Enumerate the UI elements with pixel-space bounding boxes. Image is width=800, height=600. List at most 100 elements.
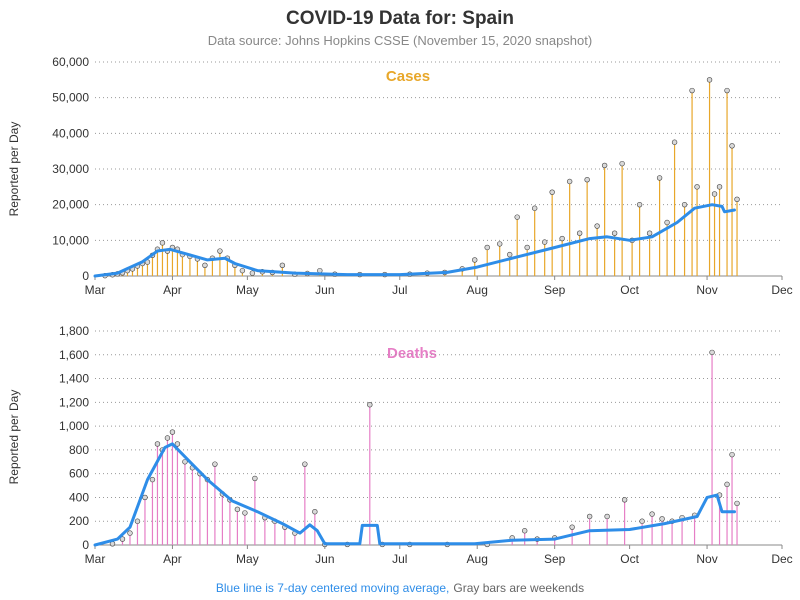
deaths-daily-marker: [242, 510, 248, 516]
footnote-weekends: Gray bars are weekends: [453, 581, 584, 595]
cases-x-tick-label: Dec: [771, 283, 792, 297]
cases-daily-marker: [524, 244, 530, 251]
cases-daily-marker: [716, 184, 723, 190]
deaths-daily-marker: [367, 402, 373, 408]
deaths-daily-marker: [252, 475, 258, 482]
deaths-y-tick-label: 1,400: [59, 372, 89, 386]
deaths-x-tick-label: Apr: [163, 552, 182, 566]
cases-y-axis-label: Reported per Day: [7, 122, 21, 217]
cases-y-tick-label: 30,000: [52, 162, 89, 176]
deaths-daily-marker: [302, 461, 308, 467]
deaths-y-tick-label: 1,200: [59, 395, 89, 409]
deaths-daily-marker: [639, 518, 645, 524]
deaths-daily-marker: [164, 435, 171, 441]
cases-y-tick-label: 50,000: [52, 91, 89, 105]
deaths-daily-marker: [234, 506, 241, 513]
deaths-y-tick-label: 200: [69, 514, 89, 528]
cases-x-tick-label: Sep: [544, 283, 566, 297]
deaths-y-tick-label: 1,800: [59, 324, 89, 338]
cases-daily-marker: [724, 87, 730, 94]
cases-daily-marker: [656, 175, 663, 181]
deaths-daily-marker: [142, 494, 148, 501]
cases-daily-marker: [549, 189, 555, 195]
deaths-daily-marker: [569, 524, 575, 530]
cases-y-tick-label: 0: [82, 269, 89, 283]
cases-daily-marker: [619, 160, 625, 167]
deaths-x-tick-label: Aug: [467, 552, 488, 566]
deaths-y-tick-label: 600: [69, 467, 89, 481]
deaths-daily-marker: [212, 461, 218, 467]
cases-daily-marker: [239, 267, 246, 274]
deaths-y-axis-label: Reported per Day: [7, 390, 21, 485]
deaths-x-tick-label: Dec: [771, 552, 792, 566]
cases-daily-marker: [531, 205, 538, 211]
cases-moving-average-line: [93, 203, 736, 278]
deaths-y-tick-label: 1,600: [59, 348, 89, 362]
deaths-daily-marker: [659, 516, 665, 522]
deaths-x-tick-label: May: [236, 552, 259, 566]
cases-x-tick-label: May: [236, 283, 259, 297]
footnote: Blue line is 7-day centered moving avera…: [216, 581, 584, 595]
cases-x-tick-label: Jun: [315, 283, 334, 297]
deaths-daily-marker: [724, 481, 730, 488]
deaths-x-tick-label: Jun: [315, 552, 334, 566]
cases-daily-marker: [584, 177, 590, 183]
deaths-x-tick-label: Nov: [696, 552, 717, 566]
deaths-daily-marker: [586, 513, 593, 520]
cases-daily-marker: [566, 178, 573, 185]
cases-daily-marker: [729, 143, 735, 149]
chart-subtitle: Data source: Johns Hopkins CSSE (Novembe…: [208, 33, 592, 48]
cases-x-tick-label: Nov: [696, 283, 717, 297]
cases-daily-marker: [611, 230, 618, 236]
cases-daily-marker: [706, 77, 713, 83]
cases-daily-marker: [601, 162, 608, 169]
deaths-y-tick-label: 1,000: [59, 419, 89, 433]
deaths-y-tick-label: 0: [82, 538, 89, 552]
deaths-daily-marker: [134, 518, 141, 524]
deaths-daily-marker: [169, 429, 176, 435]
cases-y-tick-label: 10,000: [52, 233, 89, 247]
cases-daily-marker: [217, 248, 223, 254]
cases-y-tick-label: 60,000: [52, 55, 89, 69]
cases-daily-marker: [734, 196, 740, 203]
cases-x-tick-label: Oct: [620, 283, 639, 297]
cases-daily-marker: [497, 241, 503, 247]
cases-panel: Cases Reported per Day 0 10,000 20,000 30,0…: [7, 55, 793, 297]
deaths-daily-marker: [649, 511, 655, 517]
deaths-daily-marker: [521, 528, 528, 534]
cases-y-tick-label: 40,000: [52, 126, 89, 140]
cases-daily-marker: [541, 239, 548, 245]
deaths-x-tick-label: Jul: [392, 552, 407, 566]
deaths-x-tick-label: Sep: [544, 552, 566, 566]
cases-daily-marker: [681, 201, 688, 208]
deaths-daily-marker: [127, 530, 133, 536]
cases-daily-marker: [646, 230, 653, 236]
cases-x-tick-label: Jul: [392, 283, 407, 297]
deaths-x-tick-label: Mar: [85, 552, 106, 566]
cases-daily-marker: [689, 87, 695, 94]
deaths-daily-marker: [312, 509, 318, 515]
cases-daily-marker: [636, 201, 643, 208]
deaths-panel-title: Deaths: [387, 345, 437, 362]
cases-daily-marker: [664, 219, 670, 226]
deaths-y-tick-label: 400: [69, 490, 89, 504]
cases-daily-marker: [594, 223, 600, 229]
deaths-moving-average-line: [93, 442, 736, 547]
cases-daily-marker: [249, 270, 256, 276]
deaths-daily-marker: [604, 513, 610, 520]
cases-daily-marker: [559, 235, 565, 242]
deaths-y-tick-label: 800: [69, 443, 89, 457]
cases-panel-title: Cases: [386, 68, 430, 85]
deaths-daily-marker: [149, 476, 156, 483]
cases-daily-marker: [514, 214, 520, 220]
cases-daily-marker: [671, 139, 678, 145]
cases-y-tick-label: 20,000: [52, 198, 89, 212]
deaths-daily-marker: [119, 536, 126, 542]
cases-x-tick-label: Mar: [85, 283, 106, 297]
deaths-daily-marker: [709, 349, 715, 356]
cases-daily-marker: [576, 230, 583, 236]
deaths-daily-marker: [734, 500, 740, 507]
deaths-daily-marker: [154, 441, 161, 447]
